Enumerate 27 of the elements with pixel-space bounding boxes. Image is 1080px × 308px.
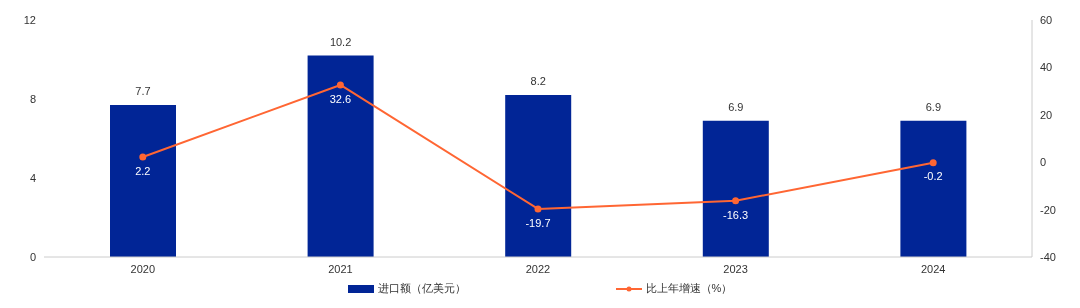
data-label: 10.2 (329, 35, 352, 48)
y2-tick-label: 60 (1040, 13, 1053, 26)
y2-tick-label: -20 (1040, 203, 1056, 216)
y2-tick-label: 0 (1040, 156, 1047, 169)
y-tick-label: 8 (29, 92, 36, 105)
legend-label: 比上年增速（%） (644, 281, 733, 296)
legend-label: 进口额（亿美元） (376, 281, 466, 296)
x-tick-label: 2024 (920, 262, 946, 275)
y-tick-label: 0 (29, 250, 36, 263)
y2-tick-label: 20 (1040, 108, 1053, 121)
y-tick-label: 12 (23, 13, 36, 26)
x-tick-label: 2021 (328, 262, 353, 275)
y2-tick-label: -40 (1040, 250, 1056, 263)
x-tick-label: 2022 (525, 262, 551, 275)
data-label: -19.7 (525, 216, 551, 229)
y-tick-label: 4 (29, 171, 36, 184)
data-label: 2.2 (135, 164, 151, 177)
data-label: 7.7 (135, 84, 151, 97)
x-tick-label: 2023 (723, 262, 748, 275)
y2-tick-label: 40 (1040, 61, 1053, 74)
data-label: 6.9 (728, 100, 744, 113)
data-label: -16.3 (723, 208, 749, 221)
data-label: 32.6 (329, 92, 352, 105)
data-label: 8.2 (530, 75, 546, 88)
data-label: 6.9 (925, 100, 942, 113)
x-tick-label: 2020 (130, 262, 156, 275)
data-label: -0.2 (923, 170, 943, 183)
